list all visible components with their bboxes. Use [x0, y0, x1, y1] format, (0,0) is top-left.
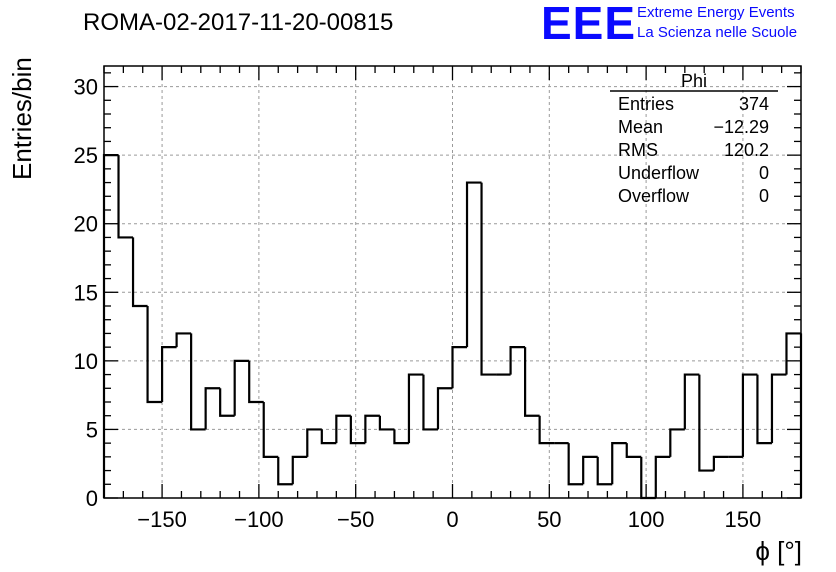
- histogram-bin: [306, 428, 322, 457]
- stats-row-value: 120.2: [724, 140, 769, 160]
- histogram-bin: [393, 429, 409, 445]
- histogram-bin: [320, 429, 337, 445]
- histogram-bin: [741, 373, 758, 457]
- histogram-bin: [233, 359, 250, 416]
- histogram-bin: [407, 373, 424, 444]
- x-axis-label: ϕ [°]: [755, 536, 802, 566]
- histogram-bin: [509, 346, 526, 375]
- stats-row-value: −12.29: [713, 117, 769, 137]
- logo-subtitle-line2: La Scienza nelle Scuole: [637, 24, 798, 41]
- histogram-bin: [160, 346, 177, 402]
- x-tick-label: −150: [137, 507, 187, 532]
- chart-title: ROMA-02-2017-11-20-00815: [83, 9, 394, 36]
- x-tick-label: −100: [234, 507, 284, 532]
- histogram-bin: [582, 455, 598, 485]
- histogram-bin: [698, 374, 714, 472]
- stats-row-label: Underflow: [618, 163, 700, 183]
- x-tick-label: 50: [537, 507, 561, 532]
- y-tick-label: 20: [74, 212, 98, 237]
- histogram-bin: [378, 415, 395, 431]
- y-tick-label: 30: [74, 75, 98, 100]
- y-tick-label: 25: [74, 143, 98, 168]
- histogram-bin: [349, 415, 366, 445]
- y-tick-label: 10: [74, 349, 98, 374]
- histogram-bin: [102, 154, 119, 498]
- histogram-bin: [785, 332, 801, 375]
- histogram-bin: [451, 346, 468, 389]
- histogram-bin: [146, 306, 163, 404]
- histogram-bin: [538, 415, 555, 445]
- y-tick-label: 5: [86, 417, 98, 442]
- y-axis-label: Entries/bin: [7, 57, 37, 180]
- stats-title: Phi: [681, 71, 707, 91]
- histogram-bin: [596, 456, 613, 486]
- stats-row-value: 374: [739, 94, 769, 114]
- x-axis-ticks: −150 −100 −50 0 50 100 150: [103, 66, 802, 532]
- stats-row-label: Mean: [618, 117, 663, 137]
- histogram-bin: [480, 182, 497, 376]
- histogram-bin: [669, 428, 685, 457]
- histogram-bin: [625, 443, 642, 458]
- eee-logo-mark: EEE: [541, 0, 637, 49]
- histogram-bin: [770, 373, 787, 444]
- histogram-bin: [364, 414, 380, 444]
- histogram-bin: [277, 456, 293, 486]
- histogram-bin: [291, 455, 308, 485]
- stats-row-label: Entries: [618, 94, 674, 114]
- histogram-bin: [204, 387, 221, 430]
- histogram-bin: [335, 414, 351, 444]
- stats-box: Phi Entries 374 Mean −12.29 RMS 120.2 Underflo…: [610, 71, 778, 206]
- stats-row-value: 0: [759, 186, 769, 206]
- histogram-bin: [524, 347, 540, 417]
- histogram-bin: [567, 443, 584, 486]
- histogram-bin: [640, 456, 656, 500]
- histogram-bin: [190, 333, 206, 431]
- histogram-bin: [219, 388, 235, 417]
- histogram-bin: [262, 402, 279, 458]
- histogram-bin: [465, 181, 482, 348]
- stats-row-value: 0: [759, 163, 769, 183]
- histogram-bin: [756, 374, 772, 445]
- x-tick-label: 0: [446, 507, 458, 532]
- grid-lines: [104, 66, 801, 499]
- x-tick-label: −50: [337, 507, 374, 532]
- histogram-bin: [248, 360, 264, 404]
- histogram-bin: [436, 387, 453, 430]
- histogram-bin: [712, 455, 729, 471]
- histogram-bin: [175, 332, 192, 348]
- logo-subtitle-line1: Extreme Energy Events: [637, 4, 795, 21]
- stats-row-label: Overflow: [618, 186, 690, 206]
- histogram-bin: [683, 373, 700, 430]
- histogram-bin: [654, 455, 671, 498]
- histogram-bin: [422, 374, 438, 431]
- y-axis-ticks: 0 5 10 15 20 25 30: [74, 72, 801, 511]
- y-tick-label: 15: [74, 280, 98, 305]
- histogram-bin: [611, 442, 627, 485]
- x-tick-label: 150: [725, 507, 762, 532]
- y-tick-label: 0: [86, 486, 98, 511]
- stats-row-label: RMS: [618, 140, 658, 160]
- histogram-bin: [117, 155, 134, 239]
- histogram-bin: [131, 237, 148, 308]
- x-tick-label: 100: [628, 507, 665, 532]
